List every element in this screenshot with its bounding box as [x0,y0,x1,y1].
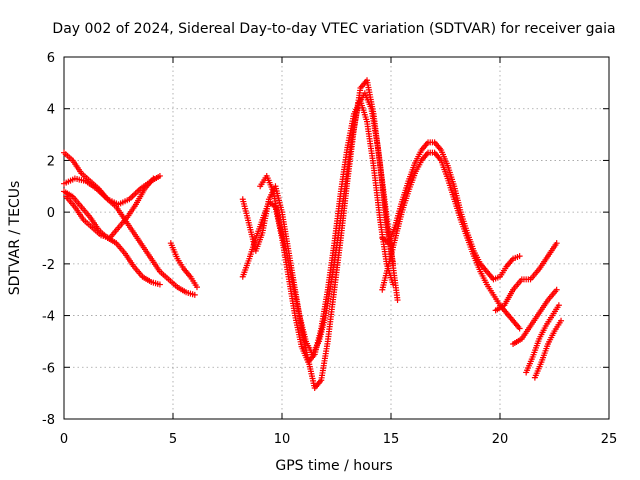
x-axis-label: GPS time / hours [275,458,392,474]
data-point [558,317,565,324]
x-tick-label: 15 [383,432,400,447]
series-arc5 [167,240,200,291]
y-tick-label: 6 [47,51,55,66]
data-points [61,77,565,391]
data-point [150,175,157,182]
x-tick-label: 5 [169,432,177,447]
plot-frame [63,56,610,420]
series-arc4 [63,175,157,241]
series-arc2 [61,188,163,288]
data-point [191,291,198,298]
series-arc1 [61,149,198,298]
series-arc14 [531,317,565,381]
x-tick-label: 0 [60,432,68,447]
y-axis-label: SDTVAR / TECUs [7,181,23,296]
x-tick-label: 10 [274,432,291,447]
series-arc10 [379,139,523,283]
series-arc13 [523,302,562,376]
chart-title: Day 002 of 2024, Sidereal Day-to-day VTE… [52,21,615,37]
data-point [156,281,163,288]
y-tick-label: -2 [42,258,55,273]
data-point [516,253,523,260]
series-arc11 [492,240,560,314]
x-tick-label: 25 [601,432,618,447]
data-point [553,286,560,293]
data-point [553,240,560,247]
data-point [516,325,523,332]
series-arc12 [510,286,560,348]
y-tick-label: 2 [47,154,55,169]
y-tick-label: -6 [42,361,55,376]
y-tick-label: 0 [47,206,55,221]
y-tick-label: -4 [42,310,55,325]
data-point [555,302,562,309]
data-point [394,297,401,304]
y-tick-label: 4 [47,103,55,118]
y-tick-label: -8 [42,413,55,428]
data-point [193,284,200,291]
x-tick-label: 20 [492,432,509,447]
series-arc8 [257,90,401,358]
data-point [156,172,163,179]
axis-ticks: 0 5 10 15 20 25 -8 -6 -4 -2 0 2 4 6 [42,51,617,447]
